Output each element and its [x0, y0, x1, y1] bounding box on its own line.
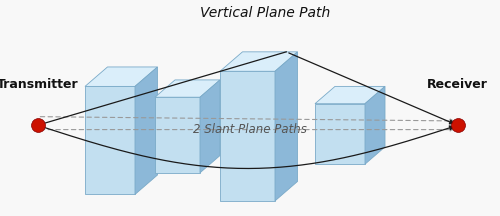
Polygon shape [315, 86, 385, 104]
Text: 2 Slant Plane Paths: 2 Slant Plane Paths [193, 123, 307, 136]
Polygon shape [220, 71, 275, 201]
Polygon shape [200, 80, 220, 173]
Text: Vertical Plane Path: Vertical Plane Path [200, 6, 330, 21]
Polygon shape [155, 80, 220, 97]
Point [454, 124, 462, 127]
Polygon shape [155, 97, 200, 173]
Polygon shape [315, 104, 365, 164]
Polygon shape [135, 67, 158, 194]
Point [34, 124, 42, 127]
Text: Receiver: Receiver [427, 78, 488, 91]
Polygon shape [220, 52, 298, 71]
Polygon shape [85, 67, 158, 86]
Polygon shape [275, 52, 297, 201]
Polygon shape [365, 86, 385, 164]
Text: Transmitter: Transmitter [0, 78, 78, 91]
Polygon shape [85, 86, 135, 194]
